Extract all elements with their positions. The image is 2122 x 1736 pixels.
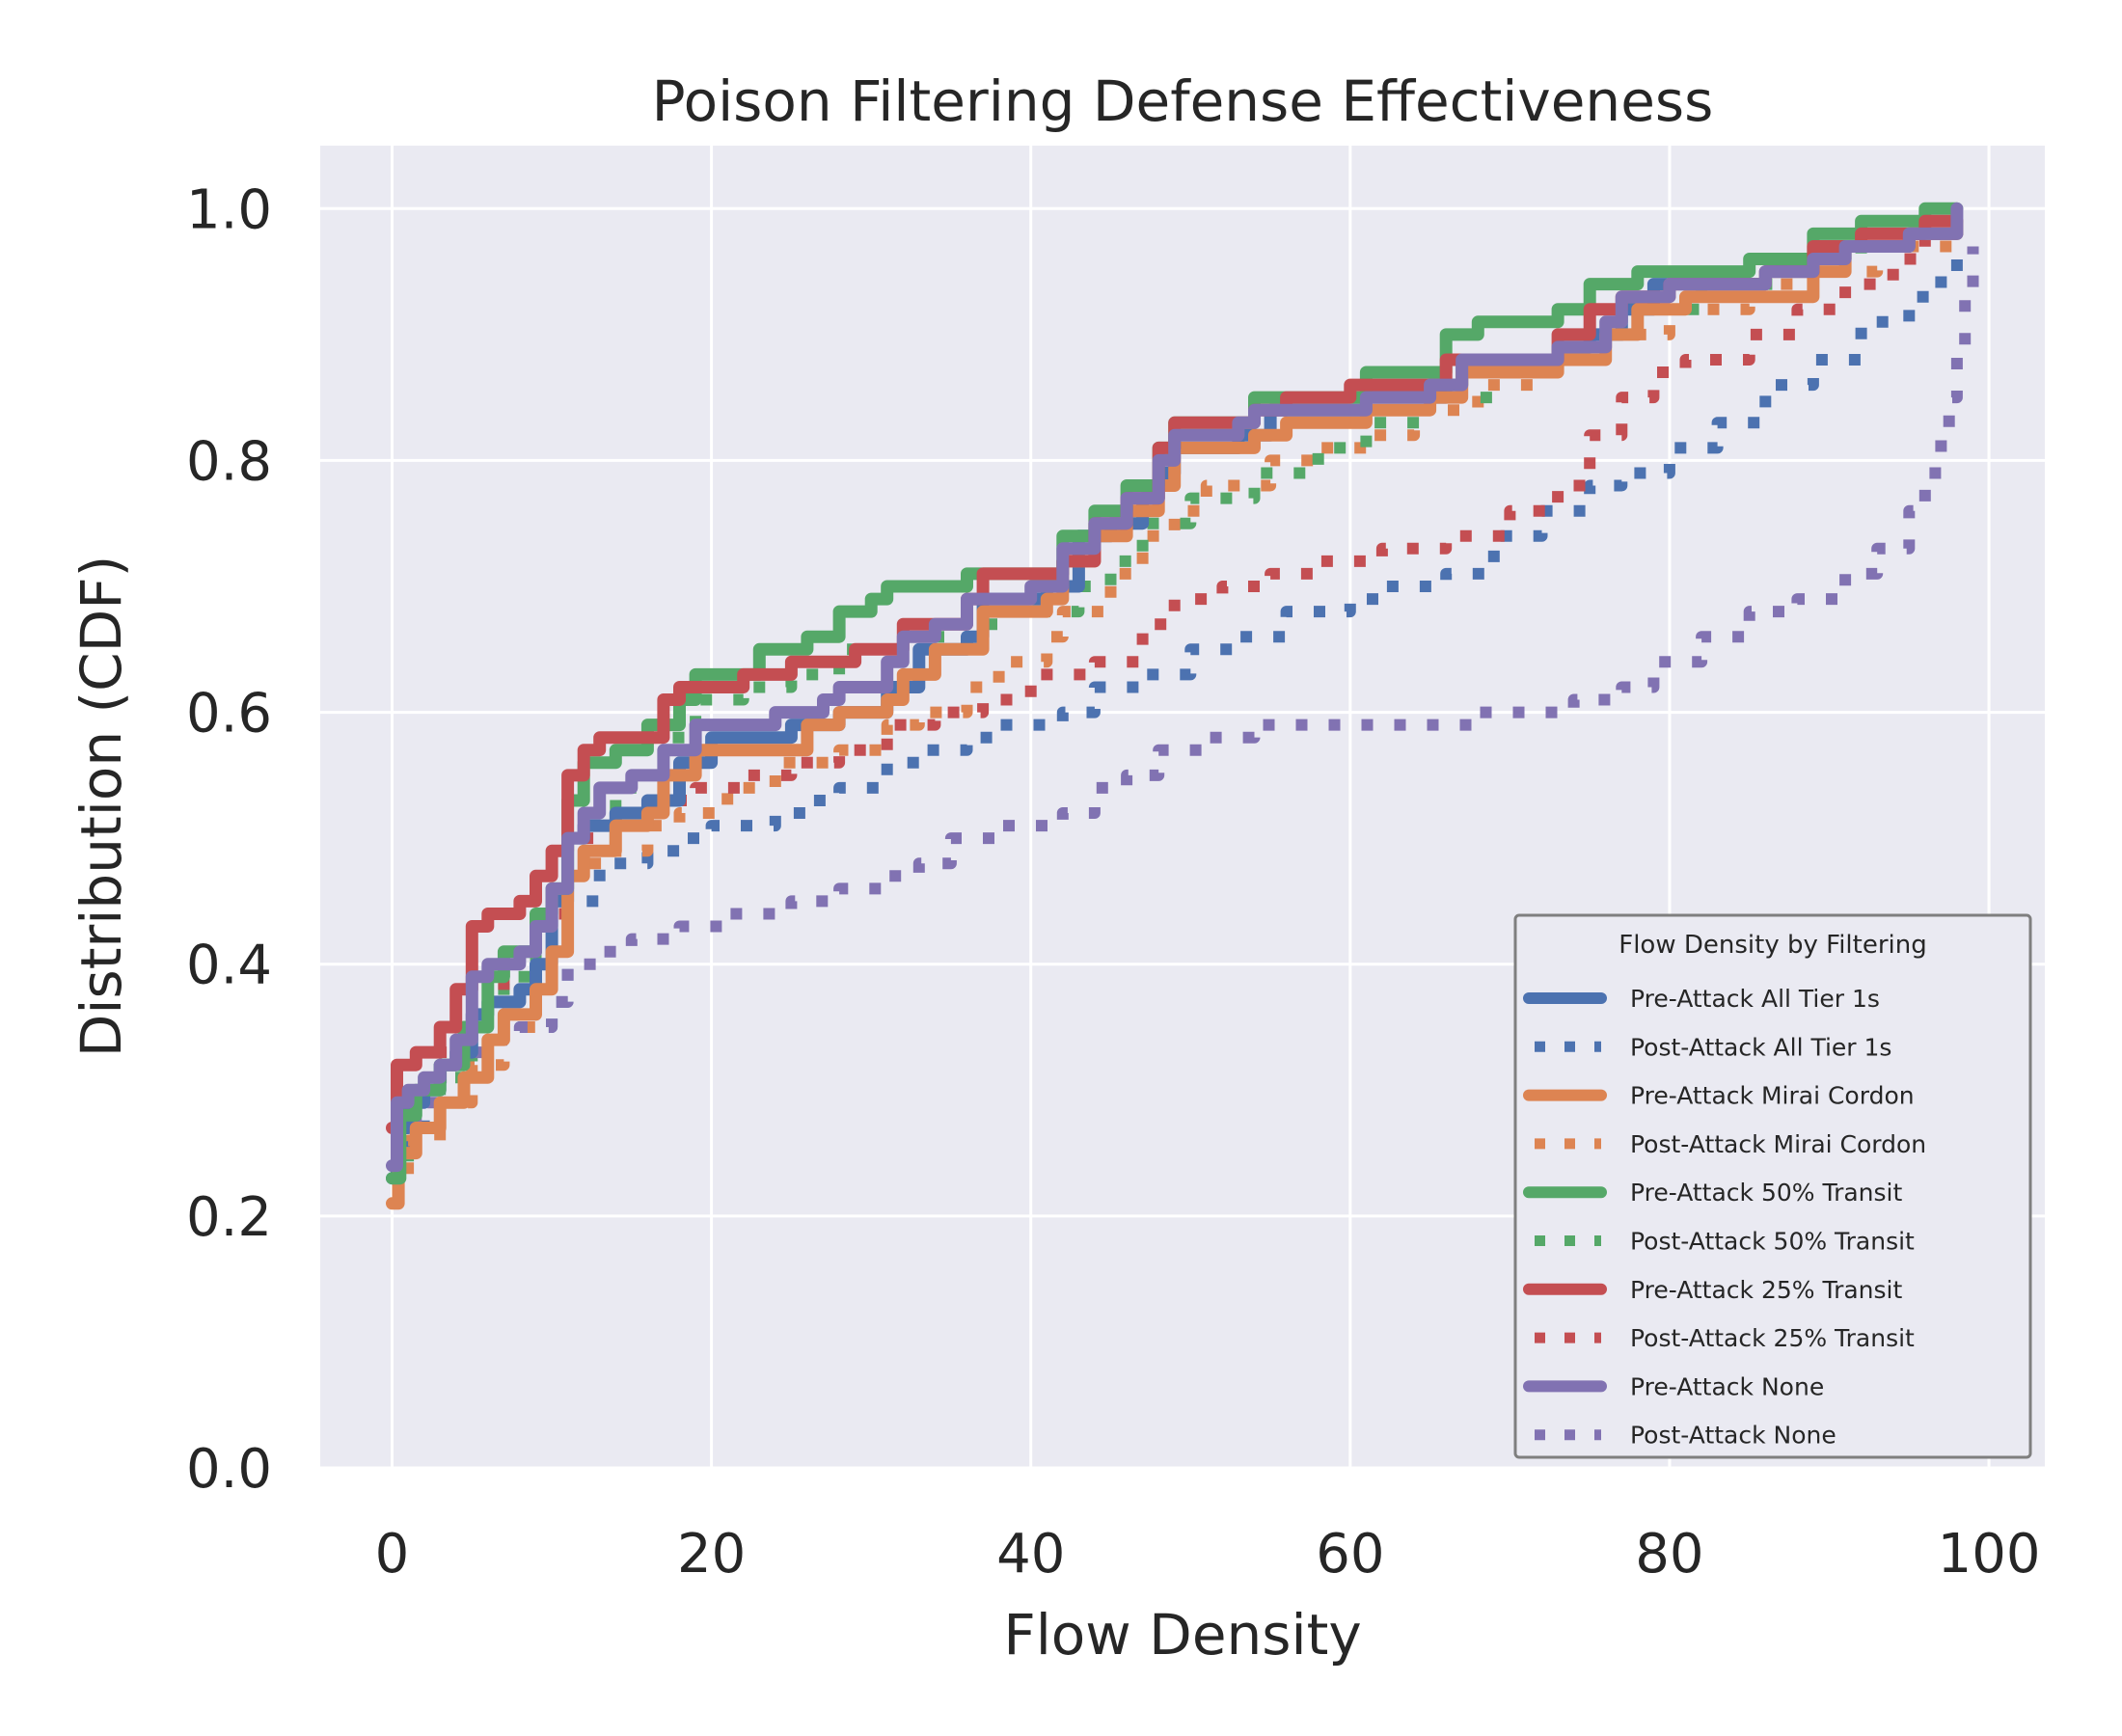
- legend-label-post-attack-50pct-transit: Post-Attack 50% Transit: [1630, 1228, 1915, 1256]
- x-tick-label: 80: [1635, 1523, 1703, 1586]
- x-tick-label: 0: [375, 1523, 410, 1586]
- legend-label-pre-attack-25pct-transit: Pre-Attack 25% Transit: [1630, 1276, 1902, 1304]
- y-tick-label: 0.8: [186, 430, 272, 493]
- series-line-pre-attack-mirai-cordon: [386, 214, 1964, 1210]
- legend-frame: [1513, 913, 2032, 1459]
- y-tick-label: 0.0: [186, 1438, 272, 1501]
- y-tick-label: 0.2: [186, 1186, 272, 1249]
- series-line-post-attack-none: [392, 246, 1979, 1172]
- legend-label-post-attack-none: Post-Attack None: [1630, 1422, 1836, 1450]
- x-tick-label: 40: [996, 1523, 1065, 1586]
- x-tick-label: 100: [1938, 1523, 2041, 1586]
- x-axis-ticks: 0 20 40 60 80 100: [375, 1523, 2041, 1586]
- x-axis-label: Flow Density: [1003, 1602, 1361, 1668]
- x-tick-label: 20: [677, 1523, 746, 1586]
- y-tick-label: 0.6: [186, 683, 272, 746]
- series-layer: [386, 202, 1979, 1210]
- legend-label-post-attack-25pct-transit: Post-Attack 25% Transit: [1630, 1324, 1915, 1352]
- y-tick-label: 1.0: [186, 178, 272, 241]
- y-axis-label: Distribution (CDF): [68, 556, 134, 1058]
- series-line-post-attack-25pct-transit: [392, 221, 1963, 1147]
- y-tick-label: 0.4: [186, 935, 272, 997]
- legend-label-pre-attack-mirai-cordon: Pre-Attack Mirai Cordon: [1630, 1082, 1915, 1110]
- legend-label-post-attack-all-tier-1s: Post-Attack All Tier 1s: [1630, 1033, 1891, 1061]
- legend-label-pre-attack-50pct-transit: Pre-Attack 50% Transit: [1630, 1179, 1902, 1207]
- legend-label-pre-attack-none: Pre-Attack None: [1630, 1372, 1824, 1400]
- series-line-pre-attack-none: [386, 202, 1964, 1173]
- y-axis-ticks: 0.0 0.2 0.4 0.6 0.8 1.0: [186, 178, 272, 1501]
- chart-title: Poison Filtering Defense Effectiveness: [652, 68, 1714, 134]
- x-tick-label: 60: [1316, 1523, 1384, 1586]
- legend-items: Pre-Attack All Tier 1s Post-Attack All Ti…: [1523, 985, 1926, 1450]
- legend-label-pre-attack-all-tier-1s: Pre-Attack All Tier 1s: [1630, 985, 1880, 1013]
- legend: Flow Density by Filtering Pre-Attack All…: [1513, 913, 2032, 1459]
- legend-title: Flow Density by Filtering: [1619, 931, 1926, 960]
- legend-label-post-attack-mirai-cordon: Post-Attack Mirai Cordon: [1630, 1130, 1926, 1158]
